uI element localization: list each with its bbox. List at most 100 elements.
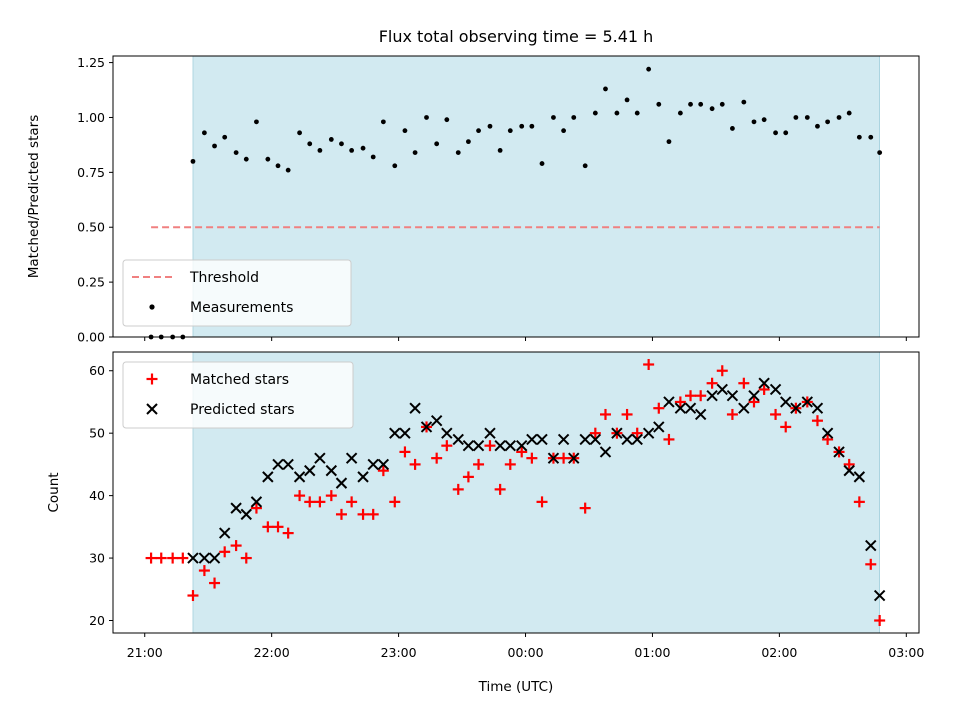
measurement-point xyxy=(275,163,281,169)
predicted-star-point xyxy=(399,427,411,439)
matched-star-point xyxy=(874,615,886,627)
bottom-panel: 21:00 22:00 23:00 00:00 01:00 02:00 03:00 20 30… xyxy=(46,351,924,695)
measurement-point xyxy=(212,143,217,149)
matched-star-point xyxy=(325,490,337,502)
predicted-star-point xyxy=(357,471,369,483)
measurement-point xyxy=(412,150,418,155)
matched-star-point xyxy=(716,365,728,377)
bottom-panel-y-ticks: 20 30 40 50 60 xyxy=(89,363,113,628)
matched-star-point xyxy=(484,440,496,452)
measurement-point xyxy=(380,119,386,125)
measurement-point xyxy=(497,147,503,153)
matched-stars-points xyxy=(145,358,886,627)
predicted-star-point xyxy=(769,383,782,396)
matched-star-point xyxy=(843,458,855,470)
y-tick-label: 0.75 xyxy=(77,165,105,180)
predicted-star-point xyxy=(801,396,814,408)
matched-star-point xyxy=(409,458,421,470)
measurement-point xyxy=(201,130,207,136)
legend-measurements-swatch xyxy=(149,304,155,310)
measurement-point xyxy=(646,66,652,72)
measurement-point xyxy=(339,141,344,147)
matched-star-point xyxy=(706,377,718,389)
measurement-point xyxy=(444,117,450,123)
measurement-point xyxy=(424,115,429,120)
matched-star-point xyxy=(314,496,326,508)
matched-star-point xyxy=(748,396,760,408)
measurement-point xyxy=(592,110,598,116)
measurement-point xyxy=(571,115,577,120)
predicted-star-point xyxy=(833,446,845,458)
measurement-point xyxy=(666,139,672,145)
measurement-point xyxy=(761,117,767,123)
matched-star-point xyxy=(516,446,528,458)
predicted-star-point xyxy=(314,452,326,464)
measurement-point xyxy=(476,128,481,134)
legend-matched-swatch xyxy=(146,373,158,385)
matched-star-point xyxy=(853,496,865,508)
predicted-star-point xyxy=(335,477,348,489)
measurement-point xyxy=(297,130,302,136)
matched-star-point xyxy=(357,508,369,520)
measurement-point xyxy=(868,134,874,140)
matched-star-point xyxy=(770,408,782,420)
measurement-point xyxy=(614,110,620,116)
predicted-star-point xyxy=(452,433,464,446)
predicted-star-point xyxy=(642,427,655,439)
predicted-star-point xyxy=(272,458,284,471)
matched-star-point xyxy=(177,552,189,564)
y-tick-label: 60 xyxy=(89,363,105,378)
measurement-point xyxy=(360,145,366,151)
x-tick-label: 22:00 xyxy=(254,645,290,660)
matched-star-point xyxy=(431,452,443,464)
predicted-star-point xyxy=(611,427,623,439)
x-tick-label: 03:00 xyxy=(888,645,924,660)
bottom-panel-x-ticks: 21:00 22:00 23:00 00:00 01:00 02:00 03:00 xyxy=(127,633,924,660)
measurement-point xyxy=(634,110,640,116)
predicted-star-point xyxy=(865,539,877,552)
x-axis-label: Time (UTC) xyxy=(478,679,554,695)
x-tick-label: 01:00 xyxy=(634,645,670,660)
measurement-point xyxy=(370,154,376,160)
measurement-point xyxy=(222,134,228,140)
y-tick-label: 50 xyxy=(89,426,105,441)
predicted-star-point xyxy=(516,439,528,452)
x-tick-label: 23:00 xyxy=(381,645,417,660)
predicted-star-point xyxy=(240,508,252,521)
measurement-point xyxy=(751,119,757,125)
measurement-point xyxy=(254,119,259,125)
measurement-point xyxy=(677,110,683,116)
y-tick-label: 0.25 xyxy=(77,275,105,290)
y-tick-label: 0.50 xyxy=(77,220,105,235)
y-tick-label: 40 xyxy=(89,488,105,503)
measurement-point xyxy=(285,167,291,173)
predicted-star-point xyxy=(420,421,433,433)
matched-star-point xyxy=(494,483,506,495)
measurement-point xyxy=(233,150,239,155)
matched-star-point xyxy=(643,358,655,370)
matched-star-point xyxy=(685,390,697,402)
matched-star-point xyxy=(367,508,379,520)
predicted-star-point xyxy=(198,552,211,564)
matched-star-point xyxy=(219,546,231,558)
measurement-point xyxy=(328,137,334,142)
matched-star-point xyxy=(335,508,347,520)
predicted-star-point xyxy=(716,383,728,396)
measurement-point xyxy=(466,139,471,145)
matched-star-point xyxy=(250,502,262,514)
matched-star-point xyxy=(536,496,548,508)
measurement-point xyxy=(487,123,493,129)
matched-star-point xyxy=(558,452,570,464)
predicted-star-point xyxy=(557,433,570,446)
predicted-star-point xyxy=(821,427,834,439)
measurement-point xyxy=(688,101,693,107)
predicted-star-point xyxy=(748,390,760,402)
x-tick-label: 00:00 xyxy=(508,645,544,660)
y-tick-label: 30 xyxy=(89,551,105,566)
matched-star-point xyxy=(599,408,611,420)
matched-star-point xyxy=(346,496,358,508)
top-legend-box xyxy=(122,259,352,327)
predicted-star-point xyxy=(568,452,580,464)
matched-star-point xyxy=(230,540,242,552)
